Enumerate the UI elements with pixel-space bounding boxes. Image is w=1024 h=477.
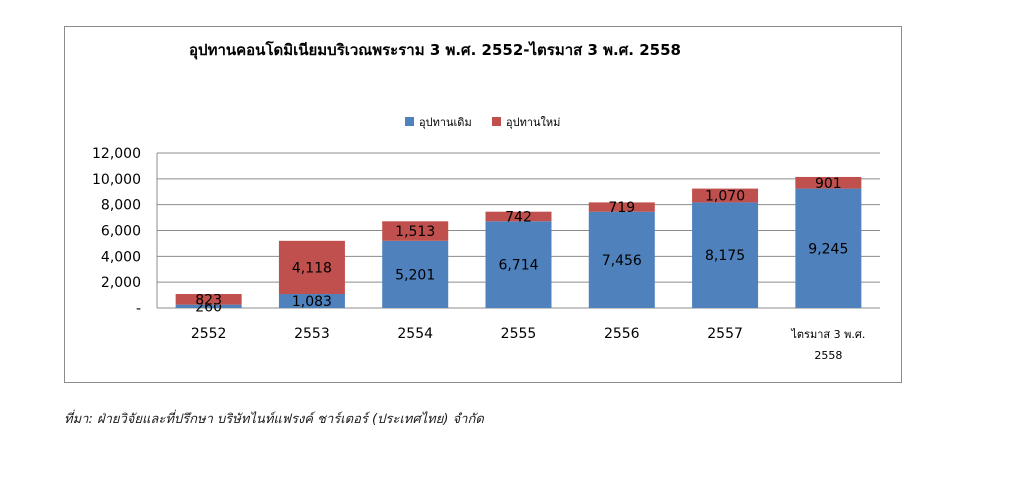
y-tick-label: 12,000 bbox=[92, 146, 141, 162]
x-tick-label: 2552 bbox=[191, 326, 227, 342]
data-label: 9,245 bbox=[808, 241, 848, 257]
bar-segment-existing bbox=[175, 304, 242, 308]
data-label: 901 bbox=[815, 176, 842, 192]
bar-segment-existing bbox=[278, 294, 345, 308]
bar-segment-new bbox=[278, 240, 345, 295]
gridlines bbox=[157, 152, 880, 309]
y-tick-label: 6,000 bbox=[101, 224, 141, 240]
data-label: 4,118 bbox=[292, 260, 332, 276]
bar-segment-existing bbox=[382, 240, 449, 308]
x-tick-label: 2555 bbox=[501, 326, 537, 342]
data-label: 1,083 bbox=[292, 294, 332, 310]
data-label: 7,456 bbox=[602, 253, 642, 269]
x-tick-label: 2556 bbox=[604, 326, 640, 342]
x-tick-label: 2554 bbox=[397, 326, 433, 342]
y-axis: - 2,000 4,000 6,000 8,000 10,000 12,000 bbox=[92, 146, 158, 317]
data-label: 1,070 bbox=[705, 188, 745, 204]
y-tick-label: 4,000 bbox=[101, 249, 141, 265]
legend-label: อุปทานใหม่ bbox=[506, 116, 560, 129]
bar-segment-existing bbox=[588, 211, 655, 308]
x-tick-label: 2558 bbox=[814, 349, 842, 362]
bar-segment-new bbox=[485, 211, 552, 222]
data-label: 719 bbox=[608, 200, 635, 216]
bar-segment-existing bbox=[795, 188, 862, 308]
stacked-bar-chart: อุปทานคอนโดมิเนียมบริเวณพระราม 3 พ.ศ. 25… bbox=[92, 40, 880, 362]
bar-segment-new bbox=[795, 176, 862, 189]
data-label: 8,175 bbox=[705, 248, 745, 264]
x-tick-label: 2553 bbox=[294, 326, 330, 342]
bar-segment-new bbox=[175, 294, 242, 305]
bar-segment-new bbox=[588, 202, 655, 212]
bar-segment-existing bbox=[692, 202, 759, 308]
bar-segment-new bbox=[692, 188, 759, 203]
y-tick-label: - bbox=[136, 301, 141, 317]
data-label: 6,714 bbox=[498, 258, 538, 274]
x-tick-label: 2557 bbox=[707, 326, 743, 342]
x-tick-label: ไตรมาส 3 พ.ศ. bbox=[790, 328, 865, 341]
bar-segment-existing bbox=[485, 221, 552, 308]
legend: อุปทานเดิม อุปทานใหม่ bbox=[405, 116, 560, 129]
chart-title: อุปทานคอนโดมิเนียมบริเวณพระราม 3 พ.ศ. 25… bbox=[189, 40, 681, 60]
bar-segment-new bbox=[382, 221, 449, 241]
data-label: 5,201 bbox=[395, 267, 435, 283]
y-tick-label: 8,000 bbox=[101, 198, 141, 214]
source-note: ที่มา: ฝ่ายวิจัยและที่ปรึกษา บริษัทไนท์แ… bbox=[64, 412, 484, 427]
data-label: 742 bbox=[505, 209, 532, 225]
legend-label: อุปทานเดิม bbox=[419, 116, 472, 129]
x-axis: 2552 2553 2554 2555 2556 2557 ไตรมาส 3 พ.ศ. 255… bbox=[191, 326, 866, 362]
data-label: 823 bbox=[195, 292, 222, 308]
y-tick-label: 10,000 bbox=[92, 172, 141, 188]
legend-swatch bbox=[492, 117, 501, 126]
data-label: 1,513 bbox=[395, 224, 435, 240]
legend-swatch bbox=[405, 117, 414, 126]
y-tick-label: 2,000 bbox=[101, 275, 141, 291]
